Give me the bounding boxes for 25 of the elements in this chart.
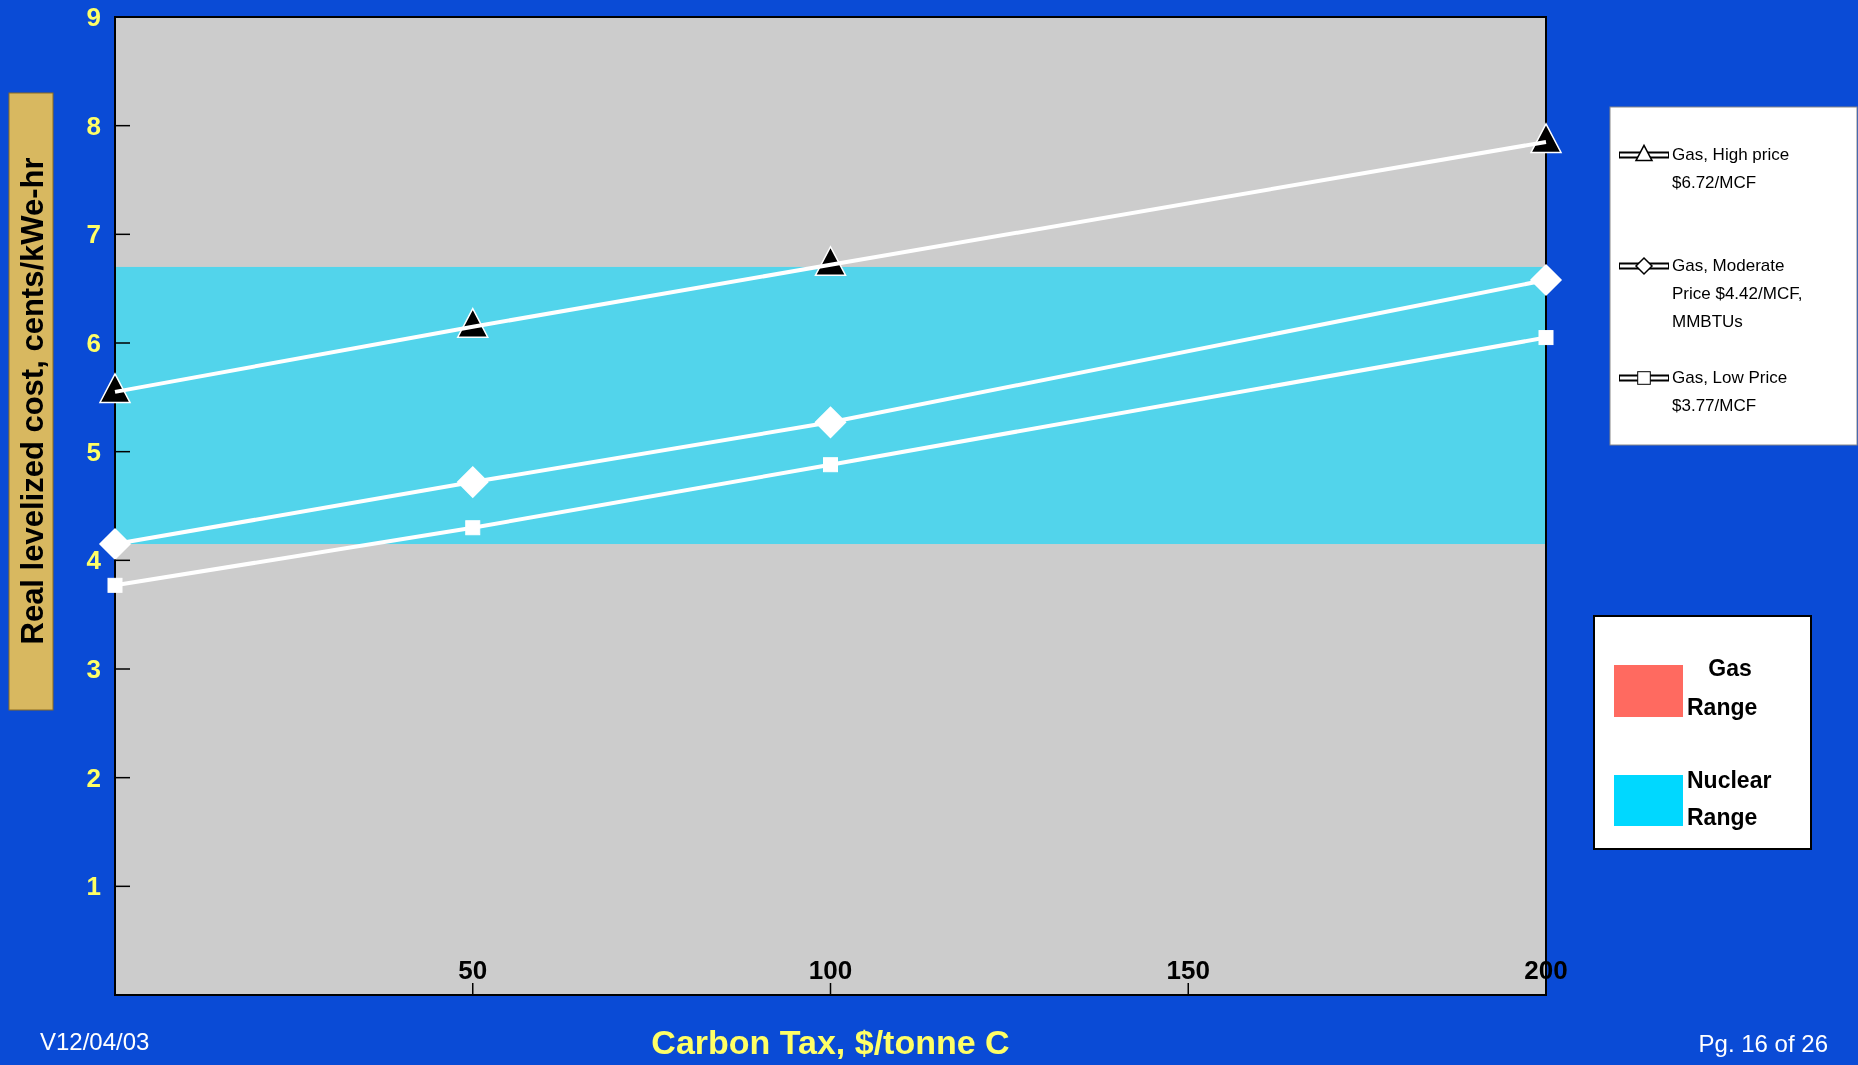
y-axis-title: Real levelized cost, cents/kWe-hr	[15, 157, 50, 645]
text: Pg. 16 of 26	[1698, 1030, 1828, 1057]
y-tick-label: 9	[86, 2, 101, 33]
x-tick-label: 200	[1524, 955, 1568, 985]
y-tick-label: 7	[86, 219, 101, 250]
x-tick-label: 150	[1166, 955, 1210, 985]
y-tick-label: 2	[86, 762, 101, 793]
legend-label: Gas, High price $6.72/MCF	[1672, 145, 1790, 192]
y-tick-label: 4	[86, 545, 102, 576]
point	[99, 528, 131, 560]
legend-label: Nuclear Range	[1687, 767, 1772, 830]
legend-label: Gas, Low Price $3.77/MCF	[1672, 368, 1788, 415]
legend-label: Gas, Moderate Price $4.42/MCF, MMBTUs	[1672, 256, 1803, 331]
x-tick-label: 100	[808, 955, 853, 985]
x-axis-title: Carbon Tax, $/tonne C	[651, 1023, 1010, 1061]
point	[1530, 123, 1562, 154]
x-tick-label: 50	[458, 955, 488, 985]
y-tick-label: 6	[86, 328, 101, 359]
text: Gas Range	[1687, 655, 1758, 720]
point	[107, 577, 123, 593]
y-tick-label: 3	[86, 654, 101, 685]
y-tick-label: 1	[86, 871, 101, 902]
text: V12/04/03	[40, 1028, 150, 1055]
y-tick-label: 8	[86, 110, 101, 141]
y-tick-label: 5	[86, 436, 101, 467]
